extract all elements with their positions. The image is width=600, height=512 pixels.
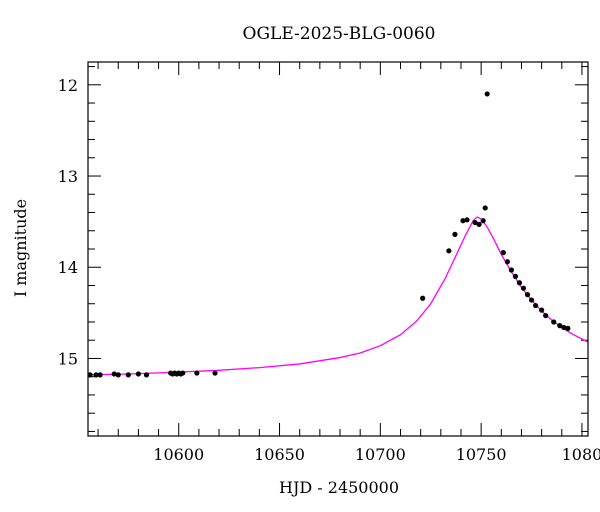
data-point [516, 280, 523, 286]
data-point [484, 91, 490, 97]
data-point [543, 312, 549, 319]
data-points [87, 91, 571, 378]
data-point [115, 372, 121, 378]
chart-title: OGLE-2025-BLG-0060 [243, 24, 436, 44]
plot-frame [87, 61, 589, 437]
y-tick-label: 15 [58, 349, 78, 368]
data-point [93, 372, 99, 378]
data-point [111, 371, 117, 377]
data-point [504, 259, 510, 265]
data-point [524, 292, 531, 298]
data-point [512, 273, 519, 279]
x-tick-label: 10700 [355, 445, 406, 464]
x-tick-label: 10600 [153, 445, 204, 464]
data-point [452, 231, 458, 237]
data-point [482, 205, 488, 211]
data-point [508, 267, 514, 273]
data-point [557, 323, 563, 329]
data-point [480, 218, 486, 224]
data-point [194, 370, 200, 376]
data-point [565, 325, 571, 331]
data-point [143, 372, 150, 378]
data-point [125, 372, 131, 378]
data-point [539, 307, 545, 313]
x-tick-label: 1080 [562, 445, 600, 464]
data-point [551, 319, 557, 325]
data-point [528, 297, 535, 303]
y-tick-label: 14 [58, 258, 78, 277]
model-curve [87, 216, 589, 376]
data-point [446, 248, 452, 254]
data-point [460, 218, 466, 224]
x-axis-label: HJD - 2450000 [279, 478, 399, 497]
data-point [180, 370, 186, 376]
y-tick-label: 13 [58, 167, 78, 186]
y-axis-label: I magnitude [11, 199, 30, 297]
data-point [97, 372, 103, 378]
model-layer [87, 216, 589, 376]
data-point [532, 302, 539, 309]
x-tick-label: 10650 [254, 445, 305, 464]
data-point [212, 370, 218, 376]
data-point [135, 371, 141, 377]
tick-labels: 10600 10650 10700 10750 1080 12 13 14 15 [58, 76, 600, 464]
data-point [520, 285, 527, 291]
x-tick-label: 10750 [456, 445, 507, 464]
data-point [87, 372, 93, 378]
y-tick-label: 12 [58, 76, 78, 95]
data-point [420, 295, 426, 301]
data-point [472, 219, 478, 226]
data-point [500, 250, 506, 256]
data-point [464, 217, 470, 223]
data-point [561, 324, 567, 331]
axis-ticks [88, 62, 588, 436]
data-point [476, 221, 482, 227]
